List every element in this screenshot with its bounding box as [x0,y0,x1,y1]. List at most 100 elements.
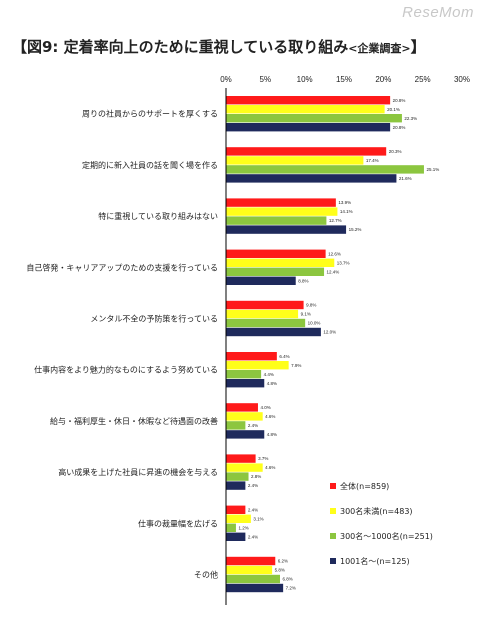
chart-title-sub: <企業調査> [348,42,411,55]
category-label: 高い成果を上げた社員に昇進の機会を与える [58,467,218,477]
chart-title-main: 【図9: 定着率向上のために重視している取り組み [12,38,349,56]
x-tick-label: 30% [454,75,470,84]
resemom-watermark: ReseMom [402,4,474,21]
legend-label: 全体(n=859) [340,481,389,491]
bar [226,505,246,514]
legend-swatch [330,483,336,489]
bar [226,300,304,310]
bar-value-label: 20.8% [393,125,406,130]
bar-value-label: 12.4% [327,269,340,274]
bar [226,174,397,183]
bar-value-label: 25.1% [426,167,439,172]
bar-value-label: 13.9% [338,200,351,205]
legend-label: 1001名～(n=125) [340,556,410,566]
bar-value-label: 3.7% [258,456,268,461]
bar [226,370,262,379]
bar-value-label: 4.4% [264,372,274,377]
bar [226,327,321,337]
bar [226,309,299,319]
bar [226,276,296,285]
bar [226,216,327,225]
bar-value-label: 7.9% [291,363,301,368]
bar [226,258,335,267]
bar-value-label: 6.4% [279,354,289,359]
bar [226,96,391,105]
category-label: その他 [194,570,218,580]
bar-value-label: 4.6% [265,465,275,470]
bar [226,556,276,566]
category-label: 仕事内容をより魅力的なものにするよう努めている [34,365,218,375]
x-tick-label: 0% [220,75,232,84]
legend-swatch [330,558,336,564]
bar-value-label: 9.8% [306,303,316,308]
bar-value-label: 12.0% [323,330,336,335]
bar [226,472,249,481]
x-tick-label: 5% [260,75,272,84]
legend-label: 300名未満(n=483) [340,506,413,516]
bar-value-label: 22.3% [404,116,417,121]
bar-value-label: 10.0% [308,321,321,326]
bar-value-label: 12.6% [328,251,341,256]
bar [226,267,325,276]
bar-value-label: 13.7% [337,260,350,265]
bar [226,318,306,328]
bar [226,207,338,216]
bar-value-label: 4.8% [267,432,277,437]
bar [226,198,336,207]
bar-value-label: 2.4% [248,534,258,539]
bar [226,514,251,523]
bar [226,565,273,575]
bar [226,421,246,430]
category-label: 仕事の裁量幅を広げる [138,518,218,528]
bar [226,583,284,593]
category-label: 定期的に新入社員の話を聞く場を作る [82,160,218,170]
bar-value-label: 2.4% [248,483,258,488]
bar-value-label: 12.7% [329,218,342,223]
category-label: 周りの社員からのサポートを厚くする [82,109,218,119]
chart-title-close: 】 [410,38,426,56]
bar-value-label: 3.1% [253,516,263,521]
bar-value-label: 2.4% [248,423,258,428]
legend-label: 300名～1000名(n=251) [340,531,433,541]
bar [226,412,263,421]
bar [226,454,256,463]
bar-value-label: 2.4% [248,507,258,512]
bar [226,165,424,174]
bar [226,147,387,156]
category-label: 特に重視している取り組みはない [98,211,218,221]
bar-value-label: 4.8% [267,381,277,386]
x-tick-label: 10% [297,75,313,84]
bar [226,105,385,114]
bar-value-label: 5.8% [275,568,285,573]
bar [226,532,246,541]
bar [226,156,364,165]
legend-swatch [330,533,336,539]
category-label: 給与・福利厚生・休日・休暇など待遇面の改善 [50,416,218,426]
bar-value-label: 21.6% [399,176,412,181]
bar-value-label: 6.2% [278,559,288,564]
bar-value-label: 2.8% [251,474,261,479]
bar [226,249,326,258]
bar-value-label: 9.1% [301,312,311,317]
bar [226,114,402,123]
chart-title: 【図9: 定着率向上のために重視している取り組み<企業調査>】 [12,36,426,57]
bar [226,379,265,388]
bar-value-label: 20.8% [393,98,406,103]
legend-swatch [330,508,336,514]
bar-value-label: 8.8% [298,278,308,283]
bar [226,352,277,361]
bar [226,430,265,439]
bar [226,361,289,370]
bar [226,403,258,412]
bar [226,225,347,234]
bar-value-label: 1.2% [238,525,248,530]
x-tick-label: 15% [336,75,352,84]
bar [226,463,263,472]
bar-value-label: 20.1% [387,107,400,112]
bar [226,481,246,490]
category-label: メンタル不全の予防策を行っている [90,314,218,324]
bar-value-label: 17.4% [366,158,379,163]
bar-value-label: 20.3% [389,149,402,154]
bar [226,523,236,532]
